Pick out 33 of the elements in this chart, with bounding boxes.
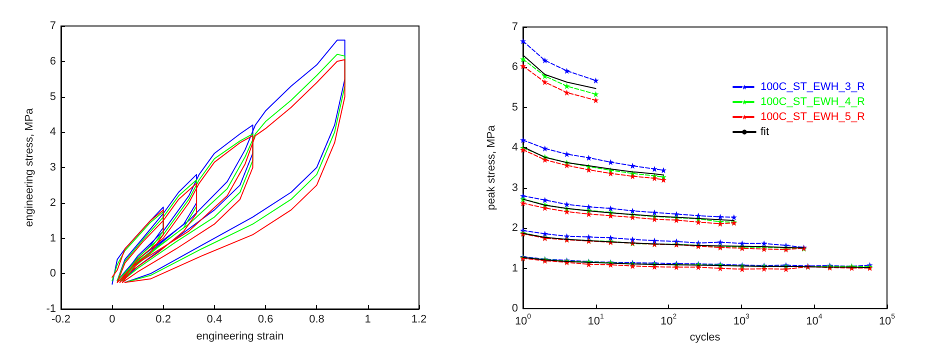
x-tick-label: 0.6 (258, 314, 274, 326)
y-tick-label: 4 (50, 126, 56, 138)
legend-label: fit (760, 126, 770, 138)
x-tick-label: 1 (364, 314, 371, 326)
y-tick-label: 5 (50, 90, 56, 103)
x-tick-label: -0.2 (52, 314, 70, 326)
legend-label: 100C_ST_EWH_5_R (760, 111, 866, 124)
x-tick-label: 1.2 (411, 314, 427, 326)
y-tick-label: 0 (512, 302, 518, 315)
y-tick-label: 1 (50, 232, 56, 244)
y-tick-label: 6 (512, 61, 518, 74)
y-tick-label: 2 (50, 196, 56, 209)
x-axis-title: engineering strain (196, 330, 284, 342)
x-tick-label: 0.8 (309, 314, 324, 326)
y-tick-label: 1 (512, 262, 518, 274)
x-tick-label: 0 (109, 314, 116, 326)
legend-label: 100C_ST_EWH_3_R (760, 81, 866, 94)
y-tick-label: 0 (50, 268, 56, 280)
y-tick-label: 3 (50, 162, 56, 174)
y-tick-label: 6 (50, 55, 56, 68)
y-tick-label: 2 (512, 222, 518, 234)
y-tick-label: 3 (512, 182, 518, 194)
y-axis-title: engineering stress, MPa (24, 107, 36, 227)
x-axis-title: cycles (690, 332, 721, 344)
x-tick-label: 0.2 (156, 314, 171, 326)
y-axis-title: peak stress, MPa (486, 124, 498, 210)
y-tick-label: 5 (512, 101, 518, 114)
y-tick-label: 4 (512, 142, 518, 154)
y-tick-label: 7 (512, 21, 518, 33)
x-tick-label: 0.4 (206, 314, 222, 326)
y-tick-label: -1 (46, 303, 56, 315)
legend-label: 100C_ST_EWH_4_R (760, 96, 866, 108)
y-tick-label: 7 (50, 20, 56, 32)
